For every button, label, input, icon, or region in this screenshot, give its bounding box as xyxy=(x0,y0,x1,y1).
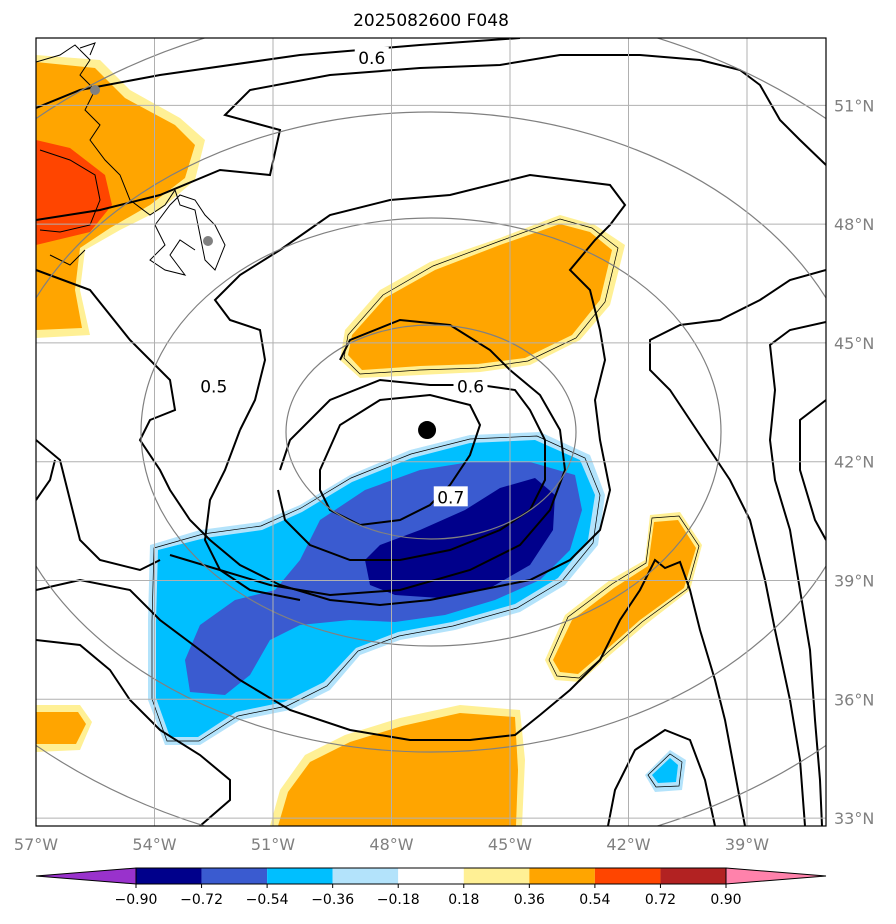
gridlines xyxy=(36,38,826,826)
colorbar-segment xyxy=(660,868,726,884)
x-tick-label: 57°W xyxy=(14,835,58,854)
colorbar-segment xyxy=(201,868,268,884)
colorbar-extend-low xyxy=(35,867,137,885)
colorbar-segment xyxy=(136,868,202,884)
x-tick-label: 54°W xyxy=(132,835,176,854)
colorbar-tick-label: 0.36 xyxy=(514,892,545,908)
y-tick-label: 33°N xyxy=(834,809,874,828)
colorbar-tick-label: 0.54 xyxy=(579,892,610,908)
colorbar-segment xyxy=(463,868,530,884)
x-axis-ticks: 57°W 54°W 51°W 48°W 45°W 42°W 39°W xyxy=(14,835,769,854)
station-marker xyxy=(203,236,213,246)
coastline xyxy=(36,42,226,276)
contour-label: 0.7 xyxy=(437,488,464,508)
colorbar-segment xyxy=(398,868,464,884)
station-marker xyxy=(90,85,100,95)
positive-anomaly-east-core xyxy=(553,520,696,674)
colorbar-tick-label: 0.18 xyxy=(448,892,479,908)
contour-label-background xyxy=(433,486,468,507)
x-tick-label: 48°W xyxy=(369,835,413,854)
contour-label-background xyxy=(453,375,488,396)
x-tick-label: 45°W xyxy=(488,835,532,854)
y-tick-label: 39°N xyxy=(834,571,874,590)
colorbar-segment xyxy=(529,868,595,884)
colorbar-tick-label: −0.90 xyxy=(115,892,158,908)
positive-anomaly-northwest-core xyxy=(36,62,195,330)
colorbar-tick-label: −0.18 xyxy=(377,892,420,908)
colorbar-extend-high xyxy=(725,867,827,885)
colorbar-segment xyxy=(594,868,661,884)
anomaly-outlines xyxy=(151,218,700,788)
x-tick-label: 42°W xyxy=(606,835,650,854)
colorbar-frame xyxy=(135,867,727,885)
contour-label-background xyxy=(196,375,231,396)
colorbar-segment xyxy=(267,868,333,884)
distance-rings xyxy=(36,38,826,826)
colorbar-tick-label: −0.72 xyxy=(180,892,223,908)
negative-anomaly-very-strong xyxy=(365,478,555,598)
y-tick-label: 51°N xyxy=(834,96,874,115)
positive-anomaly-southwest-core xyxy=(36,712,86,744)
positive-anomaly-north-center-core xyxy=(348,224,612,370)
y-axis-ticks: 33°N 36°N 39°N 42°N 45°N 48°N 51°N xyxy=(834,96,874,828)
x-tick-label: 51°W xyxy=(251,835,295,854)
shaded-fields xyxy=(36,55,702,826)
storm-center-marker xyxy=(418,421,437,440)
contour-label: 0.6 xyxy=(358,49,385,69)
map-frame xyxy=(35,37,827,827)
colorbar-segment xyxy=(332,868,399,884)
x-tick-label: 39°W xyxy=(725,835,769,854)
y-tick-label: 36°N xyxy=(834,690,874,709)
y-tick-label: 48°N xyxy=(834,215,874,234)
colorbar-tick-label: 0.90 xyxy=(710,892,741,908)
contour-label: 0.5 xyxy=(200,377,227,397)
positive-anomaly-south-core xyxy=(278,713,518,826)
chart-title: 2025082600 F048 xyxy=(353,11,509,31)
colorbar-tick-label: −0.54 xyxy=(246,892,289,908)
contour-labels: 0.6 0.5 0.6 0.7 xyxy=(196,46,488,508)
height-contours xyxy=(36,38,826,826)
contour-label: 0.6 xyxy=(457,377,484,397)
y-tick-label: 42°N xyxy=(834,453,874,472)
map-area: 0.6 0.5 0.6 0.7 57°W 54°W 51°W 48°W 45°W 42°W 39°… xyxy=(14,37,874,854)
colorbar-tick-label: 0.72 xyxy=(645,892,676,908)
negative-anomaly-small-east-core xyxy=(652,758,678,783)
colorbar: −0.90 −0.72 −0.54 −0.36 −0.18 0.18 0.36 0.54 0.7… xyxy=(35,867,827,908)
colorbar-tick-label: −0.36 xyxy=(311,892,354,908)
contour-label-background xyxy=(354,46,389,67)
y-tick-label: 45°N xyxy=(834,334,874,353)
